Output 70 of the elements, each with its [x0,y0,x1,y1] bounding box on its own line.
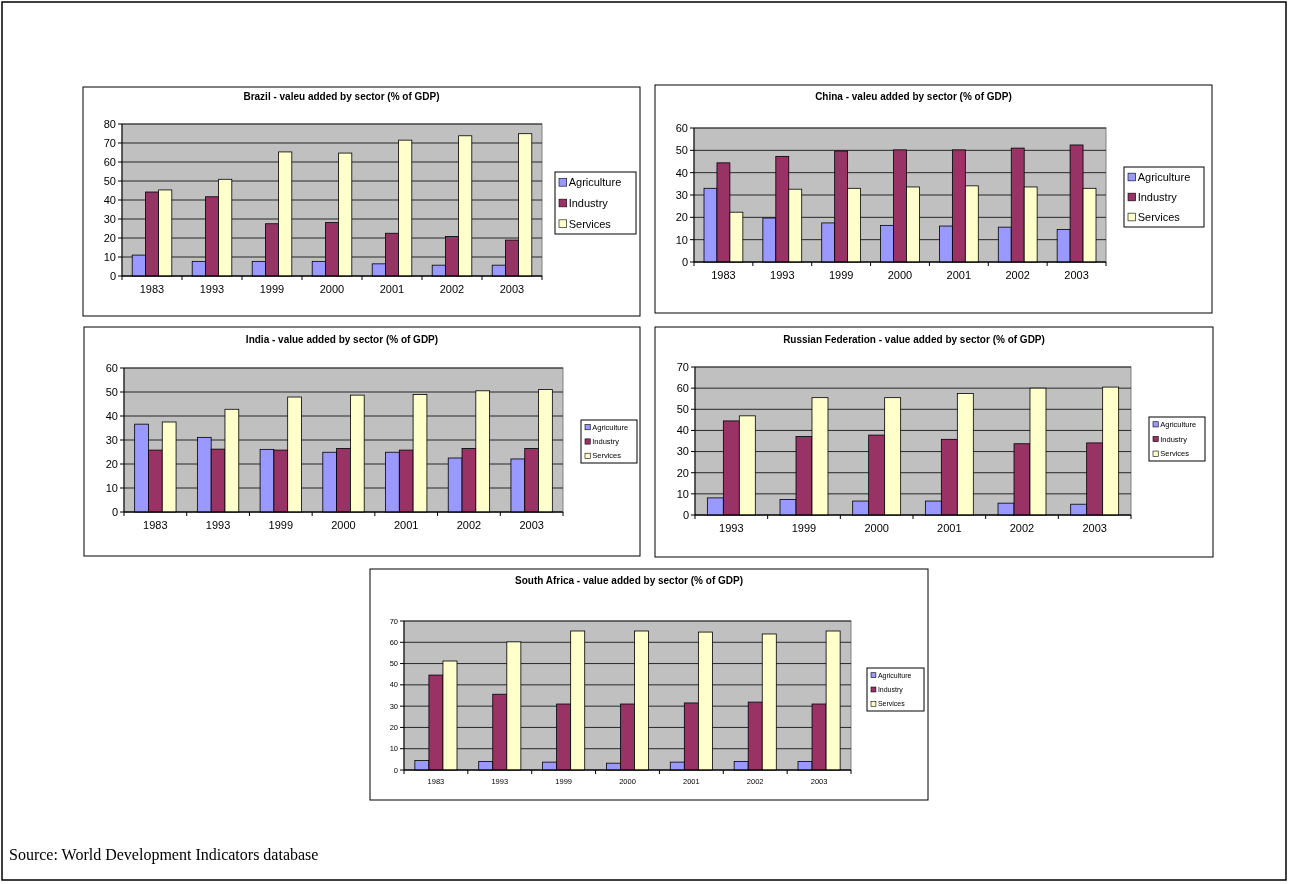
y-tick-label: 50 [675,144,688,157]
y-tick-label: 60 [105,361,118,374]
x-tick-label: 1993 [199,283,225,295]
chart-title: Russian Federation - value added by sector (% of GDP) [783,334,1045,345]
y-tick-label: 30 [675,188,688,201]
legend-label: Services [1137,210,1181,223]
chart-title: India - value added by sector (% of GDP) [245,334,439,345]
y-tick-label: 0 [111,505,118,518]
y-tick-label: 50 [103,174,116,187]
x-tick-label: 2000 [887,269,913,281]
x-tick-label: 2001 [379,283,405,295]
y-tick-label: 20 [103,231,116,244]
y-tick-label: 10 [105,481,118,494]
y-tick-label: 30 [105,433,118,446]
y-tick-label: 40 [676,424,689,437]
source-note: Source: World Development Indicators database [9,846,319,864]
y-tick-label: 10 [675,233,688,246]
x-tick-label: 2003 [1082,522,1107,534]
x-tick-label: 2001 [946,269,972,281]
y-tick-label: 40 [103,193,116,206]
x-tick-label: 2002 [1009,522,1035,534]
y-tick-label: 10 [103,250,116,263]
x-tick-label: 2002 [456,519,482,531]
x-tick-label: 1999 [259,283,285,295]
y-tick-label: 20 [675,211,688,224]
chart-title: China - valeu added by sector (% of GDP) [815,91,1012,102]
y-tick-label: 60 [676,381,689,394]
x-tick-label: 2000 [331,519,356,531]
legend-label: Services [568,217,612,230]
chart-title: Brazil - valeu added by sector (% of GDP) [243,91,440,102]
x-tick-label: 1993 [770,269,795,281]
y-tick-label: 50 [676,403,689,416]
y-tick-label: 20 [105,457,118,470]
y-tick-label: 10 [676,487,689,500]
legend-label: Agriculture [1137,170,1191,183]
y-tick-label: 60 [103,155,116,168]
y-tick-label: 0 [681,255,688,268]
legend-label: Industry [568,196,609,209]
x-tick-label: 2001 [393,519,419,531]
x-tick-label: 1999 [828,269,854,281]
x-tick-label: 2003 [1064,269,1089,281]
y-tick-label: 70 [676,360,689,373]
x-tick-label: 1999 [268,519,294,531]
x-tick-label: 1983 [143,519,168,531]
y-tick-label: 0 [109,269,116,282]
x-tick-label: 2000 [319,283,345,295]
y-tick-label: 40 [105,409,118,422]
y-tick-label: 30 [676,445,689,458]
legend-label: Industry [1137,190,1178,203]
x-tick-label: 2001 [937,522,962,534]
y-tick-label: 80 [103,117,116,130]
y-tick-label: 70 [103,136,116,149]
y-tick-label: 50 [105,385,118,398]
y-tick-label: 40 [675,166,688,179]
y-tick-label: 0 [682,508,689,521]
x-tick-label: 1993 [719,522,744,534]
x-tick-label: 2000 [864,522,889,534]
x-tick-label: 1993 [205,519,231,531]
legend-label: Agriculture [568,176,622,189]
chart-title: South Africa - value added by sector (% of GDP) [515,575,743,586]
x-tick-label: 1983 [139,283,165,295]
y-tick-label: 30 [103,212,116,225]
x-tick-label: 2002 [1005,269,1030,281]
x-tick-label: 2002 [439,283,465,295]
x-tick-label: 2003 [519,519,544,531]
x-tick-label: 2003 [499,283,525,295]
x-tick-label: 1983 [711,269,736,281]
y-tick-label: 20 [676,466,689,479]
y-tick-label: 60 [675,121,688,134]
x-tick-label: 1999 [791,522,817,534]
